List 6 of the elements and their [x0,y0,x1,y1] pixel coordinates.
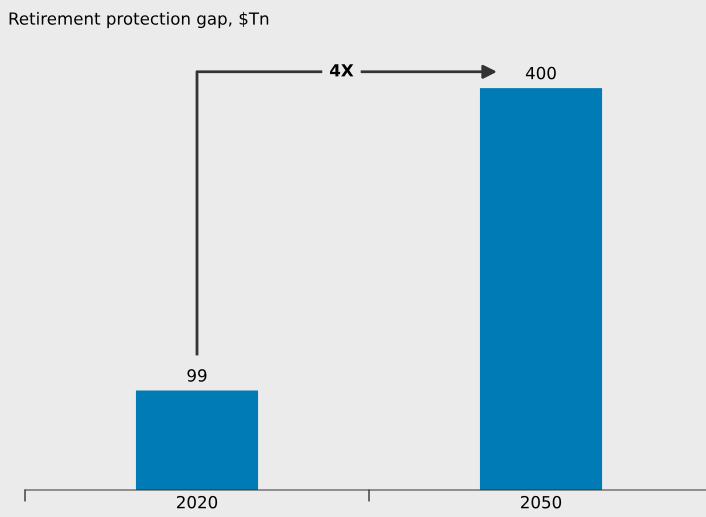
data-label: 99 [187,369,206,382]
chart-title: Retirement protection gap, $Tn [10,12,268,28]
x-tick-label: 2020 [177,496,218,508]
x-tick-label: 2050 [521,496,562,508]
text: 4X [330,64,354,76]
data-label: 400 [526,66,556,80]
